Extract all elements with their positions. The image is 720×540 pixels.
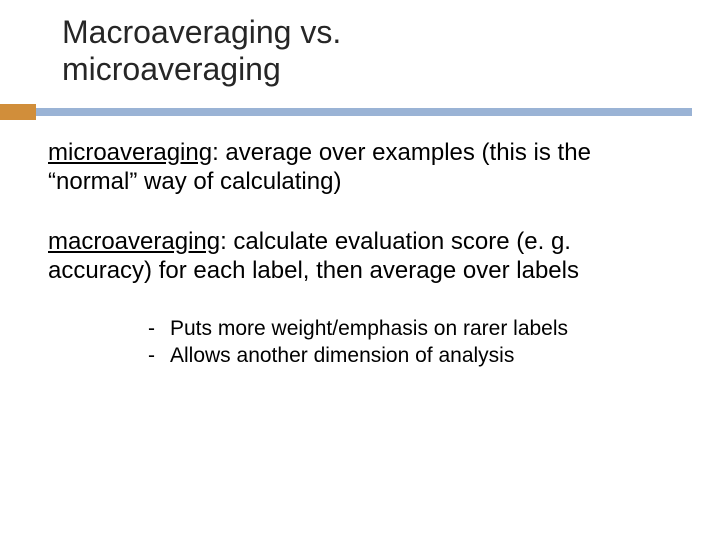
accent-blue-bar	[36, 108, 692, 116]
slide-title-block: Macroaveraging vs. microaveraging	[0, 0, 720, 88]
title-accent-bar	[0, 104, 720, 120]
dash-icon: -	[148, 342, 170, 369]
bullet-text: Puts more weight/emphasis on rarer label…	[170, 315, 568, 342]
paragraph-macro: macroaveraging: calculate evaluation sco…	[48, 227, 672, 286]
paragraph-micro: microaveraging: average over examples (t…	[48, 138, 672, 197]
slide-body: microaveraging: average over examples (t…	[48, 138, 672, 370]
bullet-text: Allows another dimension of analysis	[170, 342, 514, 369]
bullet-list: - Puts more weight/emphasis on rarer lab…	[148, 315, 672, 370]
accent-orange-block	[0, 104, 36, 120]
slide-title-line1: Macroaveraging vs.	[62, 14, 720, 51]
list-item: - Puts more weight/emphasis on rarer lab…	[148, 315, 672, 342]
term-macro: macroaveraging	[48, 228, 220, 255]
slide-title-line2: microaveraging	[62, 51, 720, 88]
list-item: - Allows another dimension of analysis	[148, 342, 672, 369]
term-micro: microaveraging	[48, 139, 212, 166]
dash-icon: -	[148, 315, 170, 342]
